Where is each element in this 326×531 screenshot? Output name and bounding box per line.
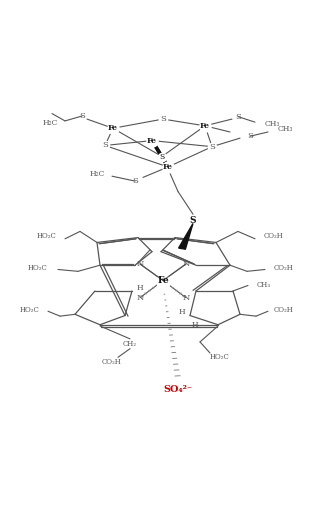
Text: CO₂H: CO₂H bbox=[264, 233, 284, 241]
Text: N: N bbox=[136, 294, 144, 302]
Text: Fe: Fe bbox=[108, 124, 118, 132]
Text: N: N bbox=[136, 260, 144, 268]
Text: H₂C: H₂C bbox=[89, 170, 105, 178]
Text: HO₂C: HO₂C bbox=[210, 353, 230, 361]
Text: Fe: Fe bbox=[163, 163, 173, 171]
Text: Fe: Fe bbox=[200, 122, 210, 130]
Text: HO₂C: HO₂C bbox=[37, 233, 57, 241]
Text: CO₂H: CO₂H bbox=[273, 264, 293, 272]
Text: S: S bbox=[132, 177, 138, 185]
Text: CH₂: CH₂ bbox=[123, 340, 137, 348]
Text: HO₂C: HO₂C bbox=[28, 264, 48, 272]
Text: S: S bbox=[160, 115, 166, 123]
Text: S: S bbox=[247, 132, 253, 140]
Text: CH₃: CH₃ bbox=[257, 281, 271, 289]
Text: S: S bbox=[209, 143, 215, 151]
Text: CH₃: CH₃ bbox=[264, 120, 280, 128]
Text: H: H bbox=[137, 284, 143, 292]
Text: H: H bbox=[192, 321, 198, 329]
Text: S: S bbox=[159, 152, 165, 160]
Text: H₂C: H₂C bbox=[42, 119, 58, 127]
Text: S: S bbox=[102, 141, 108, 149]
Text: CO₂H: CO₂H bbox=[274, 306, 294, 314]
Text: SO₄²⁻: SO₄²⁻ bbox=[163, 386, 193, 395]
Text: Fe: Fe bbox=[157, 276, 169, 285]
Text: CH₃: CH₃ bbox=[277, 125, 293, 133]
Text: S: S bbox=[235, 113, 241, 121]
Text: N: N bbox=[182, 294, 190, 302]
Text: CO₂H: CO₂H bbox=[102, 357, 122, 365]
Text: N: N bbox=[182, 260, 190, 268]
Text: HO₂C: HO₂C bbox=[20, 306, 40, 314]
Text: H: H bbox=[179, 309, 185, 316]
Polygon shape bbox=[179, 224, 193, 249]
Text: Fe: Fe bbox=[147, 136, 157, 144]
Text: S: S bbox=[190, 216, 196, 225]
Text: S: S bbox=[79, 112, 85, 120]
